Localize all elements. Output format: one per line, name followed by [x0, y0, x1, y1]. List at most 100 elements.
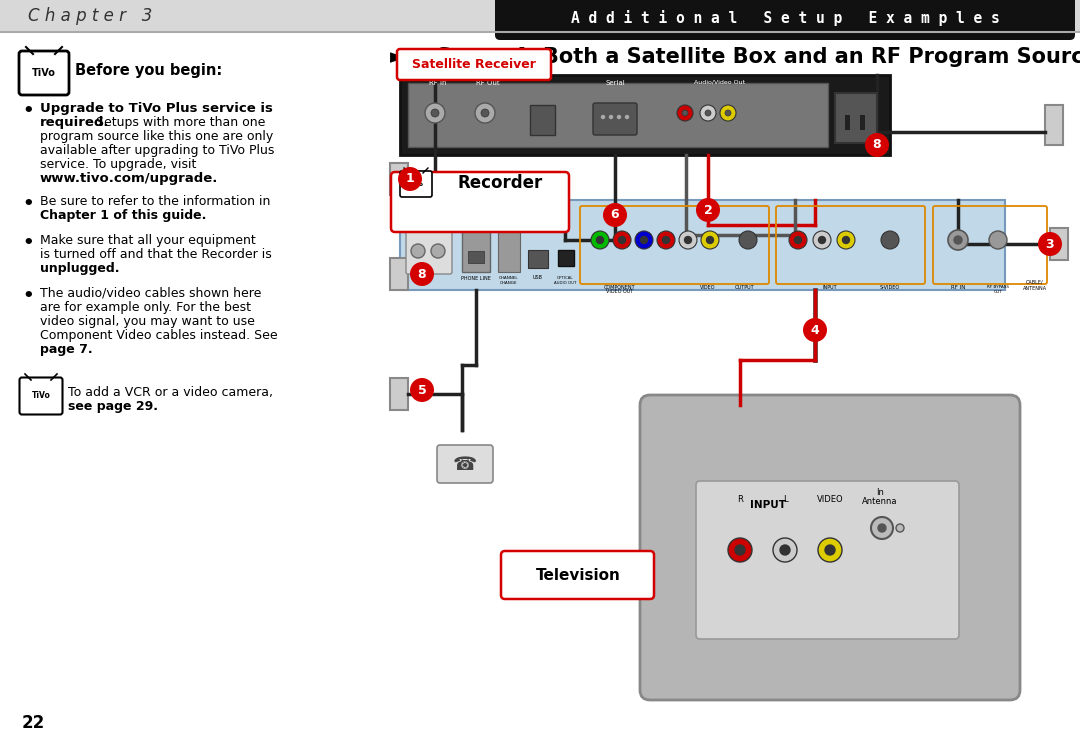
Circle shape — [813, 231, 831, 249]
Text: R: R — [737, 495, 743, 504]
Text: Television: Television — [536, 568, 620, 583]
Text: 3: 3 — [1045, 238, 1054, 250]
Circle shape — [948, 230, 968, 250]
FancyBboxPatch shape — [19, 51, 69, 95]
Text: L: L — [783, 495, 787, 504]
FancyBboxPatch shape — [640, 395, 1020, 700]
Text: COMPONENT: COMPONENT — [604, 285, 636, 290]
FancyBboxPatch shape — [696, 481, 959, 639]
Circle shape — [618, 116, 621, 118]
Bar — [835, 93, 877, 143]
Circle shape — [954, 236, 962, 244]
FancyBboxPatch shape — [406, 228, 453, 274]
Circle shape — [728, 538, 752, 562]
Text: A d d i t i o n a l   S e t u p   E x a m p l e s: A d d i t i o n a l S e t u p E x a m p … — [570, 10, 999, 26]
Circle shape — [399, 167, 422, 191]
Text: 5: 5 — [418, 383, 427, 397]
Circle shape — [410, 262, 434, 286]
Circle shape — [696, 198, 720, 222]
Bar — [408, 83, 828, 147]
Text: AC IN: AC IN — [419, 203, 436, 208]
FancyBboxPatch shape — [391, 172, 569, 232]
Text: Upgrade to TiVo Plus service is: Upgrade to TiVo Plus service is — [40, 102, 273, 115]
Text: 22: 22 — [22, 714, 45, 732]
Text: VIDEO OUT: VIDEO OUT — [606, 289, 634, 294]
Circle shape — [679, 231, 697, 249]
Text: video signal, you may want to use: video signal, you may want to use — [40, 315, 255, 328]
Circle shape — [410, 378, 434, 402]
Circle shape — [842, 236, 850, 244]
Circle shape — [819, 236, 825, 244]
Circle shape — [426, 103, 445, 123]
Text: Be sure to refer to the information in: Be sure to refer to the information in — [40, 195, 270, 208]
Text: USB: USB — [534, 275, 543, 280]
Text: Satellite Receiver: Satellite Receiver — [413, 58, 536, 71]
Text: C h a p t e r   3: C h a p t e r 3 — [28, 7, 152, 25]
FancyBboxPatch shape — [501, 551, 654, 599]
Bar — [845, 115, 850, 130]
Bar — [400, 75, 890, 155]
Text: TiVo: TiVo — [31, 392, 51, 400]
Bar — [498, 230, 519, 272]
Bar — [1045, 105, 1063, 145]
Text: ►►  Setup 4: Both a Satellite Box and an RF Program Source: ►► Setup 4: Both a Satellite Box and an … — [390, 47, 1080, 67]
Circle shape — [677, 105, 693, 121]
Text: RF BYPASS
OUT: RF BYPASS OUT — [987, 285, 1009, 293]
Bar — [558, 250, 573, 266]
Circle shape — [685, 236, 691, 244]
Text: INPUT: INPUT — [750, 500, 786, 510]
Text: 1: 1 — [406, 172, 415, 185]
Circle shape — [825, 545, 835, 555]
FancyBboxPatch shape — [400, 171, 432, 197]
Circle shape — [878, 524, 886, 532]
Circle shape — [657, 231, 675, 249]
Text: VIDEO: VIDEO — [700, 285, 716, 290]
Circle shape — [431, 109, 438, 117]
FancyBboxPatch shape — [437, 445, 492, 483]
Text: PHONE LINE: PHONE LINE — [461, 276, 491, 281]
Circle shape — [739, 231, 757, 249]
Circle shape — [804, 318, 827, 342]
Circle shape — [837, 231, 855, 249]
FancyBboxPatch shape — [495, 0, 1075, 40]
Circle shape — [865, 133, 889, 157]
Circle shape — [1038, 232, 1062, 256]
Circle shape — [591, 231, 609, 249]
Text: S-VIDEO: S-VIDEO — [880, 285, 900, 290]
Text: 2: 2 — [704, 203, 713, 217]
Bar — [530, 105, 555, 135]
Text: program source like this one are only: program source like this one are only — [40, 130, 273, 143]
Bar — [400, 200, 1005, 290]
FancyBboxPatch shape — [593, 103, 637, 135]
Circle shape — [705, 110, 711, 116]
Text: are for example only. For the best: are for example only. For the best — [40, 301, 251, 314]
Bar — [462, 230, 490, 272]
Circle shape — [481, 109, 489, 117]
Text: •: • — [22, 102, 33, 120]
Text: is turned off and that the Recorder is: is turned off and that the Recorder is — [40, 248, 272, 261]
Circle shape — [596, 236, 604, 244]
FancyBboxPatch shape — [19, 377, 63, 415]
Bar — [528, 250, 548, 268]
Text: CABLE/
ANTENNA: CABLE/ ANTENNA — [1023, 280, 1048, 291]
Circle shape — [735, 545, 745, 555]
Circle shape — [989, 231, 1007, 249]
Text: OPTICAL
AUDIO OUT: OPTICAL AUDIO OUT — [554, 276, 577, 284]
Text: To add a VCR or a video camera,: To add a VCR or a video camera, — [68, 386, 273, 399]
Circle shape — [795, 236, 801, 244]
Circle shape — [640, 236, 648, 244]
Text: Component Video cables instead. See: Component Video cables instead. See — [40, 329, 278, 342]
Text: available after upgrading to TiVo Plus: available after upgrading to TiVo Plus — [40, 144, 274, 157]
Text: Serial: Serial — [605, 80, 625, 86]
Bar — [1050, 228, 1068, 260]
Text: •: • — [22, 287, 33, 305]
Circle shape — [681, 110, 688, 116]
Circle shape — [818, 538, 842, 562]
Text: page 7.: page 7. — [40, 343, 93, 356]
Circle shape — [881, 231, 899, 249]
Circle shape — [431, 244, 445, 258]
Text: required.: required. — [40, 116, 109, 129]
Text: see page 29.: see page 29. — [68, 400, 158, 413]
Circle shape — [789, 231, 807, 249]
Text: CHANNEL
CHANGE: CHANNEL CHANGE — [499, 276, 518, 284]
